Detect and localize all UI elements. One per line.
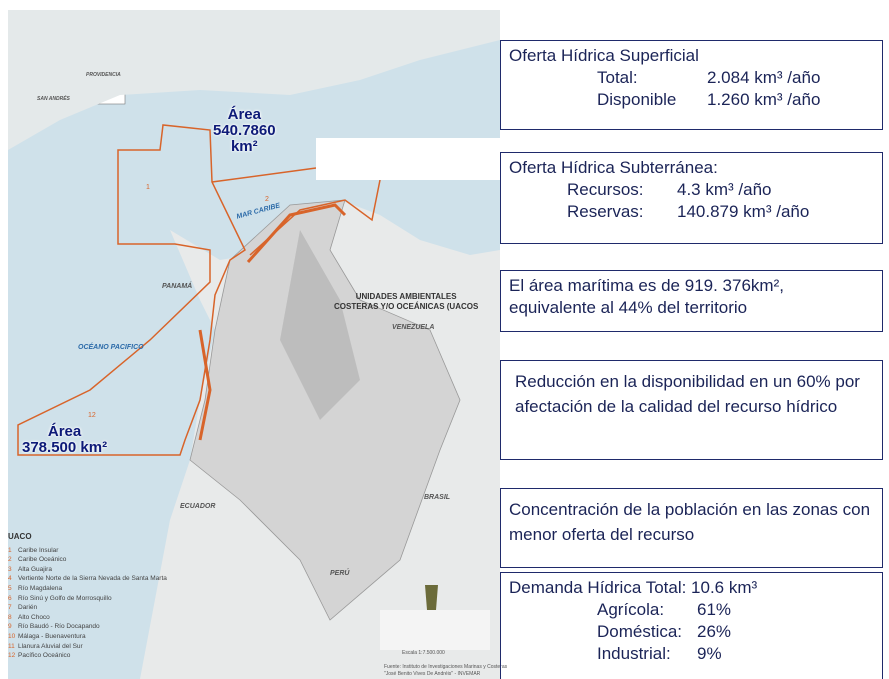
legend-number: 10 bbox=[8, 632, 18, 642]
row-label: Industrial: bbox=[597, 643, 697, 665]
legend-name: Málaga - Buenaventura bbox=[18, 633, 86, 640]
place-label: PERÚ bbox=[330, 570, 349, 577]
place-label: ECUADOR bbox=[180, 503, 215, 510]
source: Fuente: Instituto de Investigaciones Mar… bbox=[384, 664, 507, 678]
legend-title: UACO bbox=[8, 532, 167, 542]
map-title-line: UNIDADES AMBIENTALES bbox=[334, 292, 478, 302]
legend-number: 2 bbox=[8, 555, 18, 565]
row-label: Total: bbox=[597, 67, 707, 89]
box-title: Oferta Hídrica Subterránea: bbox=[509, 157, 874, 179]
inset-label: PROVIDENCIA bbox=[86, 72, 121, 78]
legend-number: 4 bbox=[8, 574, 18, 584]
zone-number: 12 bbox=[88, 412, 96, 419]
box-concentracion: Concentración de la población en las zon… bbox=[500, 488, 883, 568]
row-value: 1.260 km³ /año bbox=[707, 89, 820, 111]
row-value: 2.084 km³ /año bbox=[707, 67, 820, 89]
box-title: Oferta Hídrica Superficial bbox=[509, 45, 874, 67]
zone-number: 1 bbox=[146, 184, 150, 191]
area-south: Área 378.500 km² bbox=[22, 424, 107, 456]
legend-name: Alto Choco bbox=[18, 614, 50, 621]
zone-number: 2 bbox=[265, 196, 269, 203]
legend-name: Caribe Insular bbox=[18, 547, 58, 554]
legend-name: Llanura Aluvial del Sur bbox=[18, 643, 83, 650]
source-line: "José Benito Vives De Andréis" - INVEMAR bbox=[384, 671, 507, 678]
legend-number: 1 bbox=[8, 546, 18, 556]
inset-label: SAN ANDRÉS bbox=[37, 96, 70, 102]
map-title: UNIDADES AMBIENTALES COSTERAS Y/O OCEÁNI… bbox=[334, 292, 478, 312]
row-label: Disponible bbox=[597, 89, 707, 111]
row-label: Doméstica: bbox=[597, 621, 697, 643]
box-maritima: El área marítima es de 919. 376km², equi… bbox=[500, 270, 883, 332]
area-text: 378.500 km² bbox=[22, 440, 107, 456]
place-label: OCÉANO PACIFICO bbox=[78, 344, 144, 351]
row-label: Reservas: bbox=[567, 201, 677, 223]
row-value: 9% bbox=[697, 643, 722, 665]
area-text: 540.7860 bbox=[213, 123, 276, 139]
legend-name: Río Sinú y Golfo de Morrosquillo bbox=[18, 595, 112, 602]
legend-name: Alta Guajira bbox=[18, 566, 52, 573]
legend-number: 3 bbox=[8, 565, 18, 575]
place-label: BRASIL bbox=[424, 494, 450, 501]
legend-number: 8 bbox=[8, 613, 18, 623]
place-label: VENEZUELA bbox=[392, 324, 434, 331]
box-subterranea: Oferta Hídrica Subterránea: Recursos:4.3… bbox=[500, 152, 883, 244]
row-value: 140.879 km³ /año bbox=[677, 201, 809, 223]
box-reduccion: Reducción en la disponibilidad en un 60%… bbox=[500, 360, 883, 460]
map-title-line: COSTERAS Y/O OCEÁNICAS (UACOS bbox=[334, 302, 478, 312]
legend-number: 6 bbox=[8, 594, 18, 604]
row-value: 4.3 km³ /año bbox=[677, 179, 772, 201]
legend-name: Río Magdalena bbox=[18, 585, 62, 592]
scale: Escala 1:7.500.000 bbox=[402, 650, 445, 656]
row-value: 26% bbox=[697, 621, 731, 643]
box-title: Demanda Hídrica Total: 10.6 km³ bbox=[509, 577, 874, 599]
row-label: Agrícola: bbox=[597, 599, 697, 621]
box-superficial: Oferta Hídrica Superficial Total:2.084 k… bbox=[500, 40, 883, 130]
area-north: Área 540.7860 km² bbox=[213, 107, 276, 155]
slide: SAN ANDRÉS PROVIDENCIA Área 540.7860 km²… bbox=[0, 0, 889, 679]
box-demanda: Demanda Hídrica Total: 10.6 km³ Agrícola… bbox=[500, 572, 883, 679]
row-label: Recursos: bbox=[567, 179, 677, 201]
place-label: PANAMÁ bbox=[162, 283, 192, 290]
legend-name: Darién bbox=[18, 604, 37, 611]
legend-number: 12 bbox=[8, 651, 18, 661]
legend-name: Pacífico Oceánico bbox=[18, 652, 70, 659]
legend-number: 11 bbox=[8, 642, 18, 652]
legend-name: Caribe Oceánico bbox=[18, 556, 66, 563]
legend-name: Vertiente Norte de la Sierra Nevada de S… bbox=[18, 575, 167, 582]
area-text: Área bbox=[213, 107, 276, 123]
legend-number: 5 bbox=[8, 584, 18, 594]
legend-number: 9 bbox=[8, 622, 18, 632]
source-line: Fuente: Instituto de Investigaciones Mar… bbox=[384, 664, 507, 671]
area-text: km² bbox=[213, 139, 276, 155]
legend-name: Río Baudó - Río Docapando bbox=[18, 623, 100, 630]
legend-number: 7 bbox=[8, 603, 18, 613]
row-value: 61% bbox=[697, 599, 731, 621]
area-text: Área bbox=[22, 424, 107, 440]
